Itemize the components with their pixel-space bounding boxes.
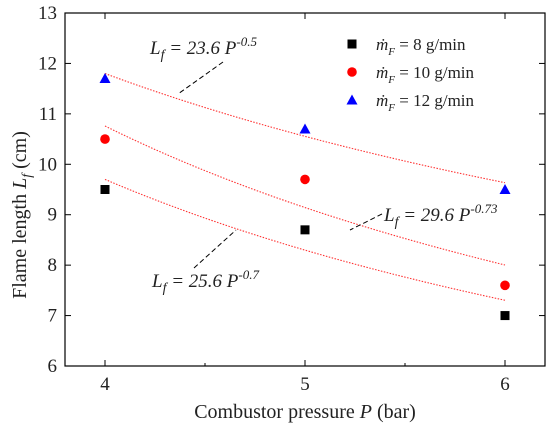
legend-marker-0 [347, 39, 357, 49]
x-tick-label: 5 [300, 374, 310, 395]
y-tick-label: 9 [48, 205, 58, 226]
fit-curve-1 [104, 125, 506, 266]
y-tick-label: 10 [38, 154, 57, 175]
fit-curves [104, 72, 506, 301]
data-point-s1-1 [300, 174, 310, 185]
fit-annotation-2: Lf = 25.6 P-0.7 [151, 267, 259, 296]
axis-ticks: 4 5 6 6 7 8 9 10 11 12 13 [38, 3, 545, 395]
data-point-s2-1 [299, 123, 311, 134]
y-tick-label: 12 [38, 53, 57, 74]
fit-annotation-0: Lf = 23.6 P-0.5 [149, 34, 257, 63]
x-axis-title: Combustor pressure P (bar) [194, 401, 416, 423]
data-point-s2-2 [499, 184, 511, 194]
fit-annotation-1: Lf = 29.6 P-0.73 [383, 201, 498, 230]
annotation-leader-1 [349, 213, 383, 231]
data-point-s0-2 [500, 311, 510, 321]
data-point-s0-0 [100, 185, 110, 194]
legend-marker-1 [347, 67, 357, 77]
legend-label-0: ṁF = 8 g/min [376, 35, 466, 58]
x-tick-label: 4 [100, 374, 110, 395]
annotation-leader-0 [177, 61, 224, 95]
y-axis-title: Flame length Lf (cm) [9, 131, 35, 299]
legend-label-2: ṁF = 12 g/min [376, 91, 475, 114]
data-markers [99, 73, 511, 321]
data-point-s1-2 [500, 280, 510, 291]
y-tick-label: 7 [48, 306, 58, 327]
fit-annotations: Lf = 23.6 P-0.5 Lf = 29.6 P-0.73 Lf = 25.6… [149, 34, 498, 296]
data-point-s0-1 [300, 225, 310, 235]
legend-label-1: ṁF = 10 g/min [376, 63, 475, 86]
y-tick-label: 8 [48, 255, 58, 276]
y-tick-label: 6 [48, 356, 58, 377]
legend: ṁF = 8 g/min ṁF = 10 g/min ṁF = 12 g/min [346, 35, 475, 114]
annotation-leader-2 [193, 229, 237, 269]
y-tick-label: 11 [39, 104, 57, 125]
data-point-s1-0 [100, 134, 110, 144]
legend-marker-2 [346, 94, 358, 105]
x-tick-label: 6 [500, 374, 510, 395]
data-point-s2-0 [99, 73, 111, 84]
y-tick-label: 13 [38, 3, 57, 24]
